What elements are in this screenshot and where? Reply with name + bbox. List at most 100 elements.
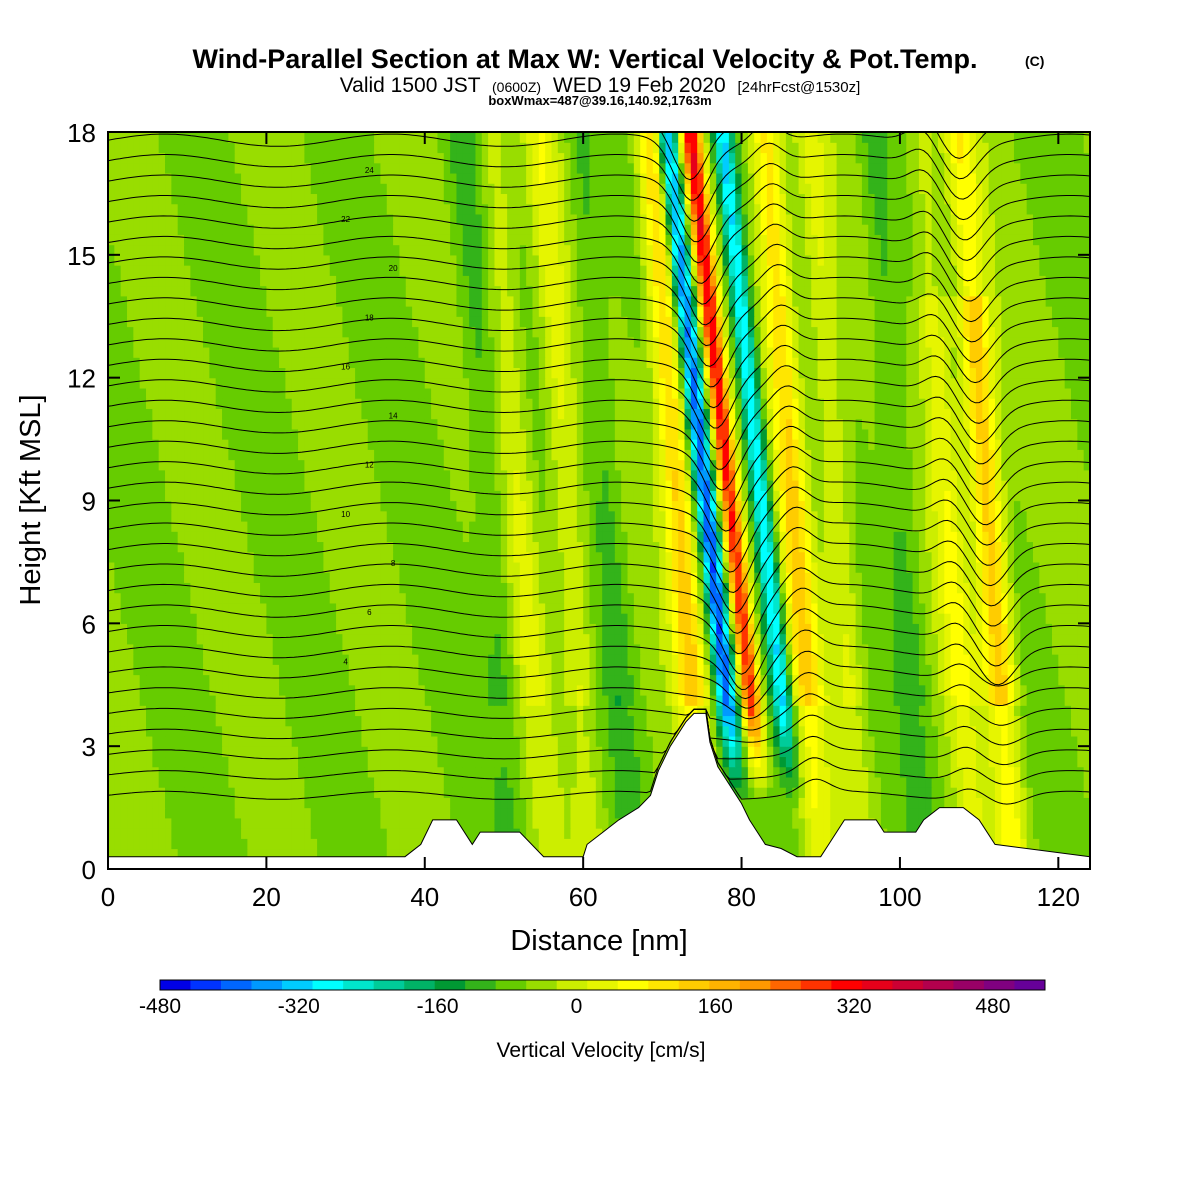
velocity-cell — [114, 643, 122, 655]
velocity-cell — [450, 725, 458, 737]
velocity-cell — [1070, 684, 1078, 696]
velocity-cell — [507, 654, 515, 665]
velocity-cell — [1077, 705, 1085, 717]
velocity-cell — [361, 613, 369, 624]
velocity-cell — [513, 797, 521, 809]
velocity-cell — [367, 848, 375, 860]
velocity-cell — [836, 735, 844, 747]
velocity-cell — [494, 572, 502, 583]
velocity-cell — [785, 725, 793, 737]
velocity-cell — [241, 602, 248, 614]
velocity-cell — [443, 613, 451, 624]
velocity-cell — [760, 817, 768, 829]
velocity-cell — [621, 572, 629, 583]
velocity-cell — [595, 787, 603, 798]
velocity-cell — [956, 756, 964, 768]
velocity-cell — [595, 633, 603, 645]
velocity-cell — [1007, 725, 1015, 737]
velocity-cell — [348, 797, 356, 809]
velocity-cell — [1013, 694, 1021, 706]
velocity-cell — [405, 551, 413, 563]
velocity-cell — [209, 766, 217, 778]
velocity-cell — [798, 838, 806, 850]
velocity-cell — [108, 756, 115, 768]
velocity-cell — [855, 633, 863, 645]
velocity-cell — [747, 674, 755, 686]
velocity-cell — [538, 541, 546, 553]
velocity-cell — [241, 735, 248, 747]
velocity-cell — [133, 807, 141, 819]
velocity-cell — [184, 541, 191, 553]
velocity-cell — [937, 776, 945, 788]
velocity-cell — [817, 674, 825, 686]
velocity-cell — [773, 705, 781, 717]
velocity-cell — [570, 787, 578, 798]
velocity-cell — [348, 633, 356, 645]
velocity-cell — [222, 838, 229, 850]
velocity-cell — [507, 715, 515, 727]
velocity-cell — [526, 572, 534, 583]
velocity-cell — [842, 592, 850, 604]
velocity-cell — [165, 828, 172, 839]
velocity-cell — [279, 807, 286, 819]
velocity-cell — [405, 746, 413, 758]
velocity-cell — [494, 694, 502, 706]
velocity-cell — [469, 664, 477, 676]
velocity-cell — [982, 572, 990, 583]
velocity-cell — [215, 776, 223, 788]
velocity-cell — [602, 807, 610, 819]
velocity-cell — [253, 776, 261, 788]
velocity-cell — [735, 694, 743, 706]
velocity-cell — [437, 654, 445, 665]
velocity-cell — [944, 725, 952, 737]
velocity-cell — [963, 633, 971, 645]
velocity-cell — [348, 766, 356, 778]
velocity-cell — [798, 674, 806, 686]
velocity-cell — [640, 746, 648, 758]
velocity-cell — [367, 705, 375, 717]
velocity-cell — [228, 643, 236, 655]
velocity-cell — [336, 756, 344, 768]
velocity-cell — [728, 735, 736, 747]
velocity-cell — [361, 654, 369, 665]
velocity-cell — [279, 551, 286, 563]
velocity-cell — [735, 643, 743, 655]
velocity-cell — [532, 633, 540, 645]
velocity-cell — [918, 776, 926, 788]
velocity-cell — [513, 684, 521, 696]
velocity-cell — [855, 582, 863, 594]
velocity-cell — [171, 633, 179, 645]
velocity-cell — [602, 684, 610, 696]
velocity-cell — [1077, 582, 1085, 594]
velocity-cell — [317, 838, 325, 850]
velocity-cell — [956, 633, 964, 645]
velocity-cell — [918, 654, 926, 665]
velocity-cell — [804, 633, 812, 645]
velocity-cell — [741, 582, 749, 594]
velocity-cell — [589, 807, 597, 819]
velocity-cell — [716, 643, 724, 655]
velocity-cell — [367, 756, 375, 768]
velocity-cell — [171, 541, 179, 553]
velocity-cell — [108, 582, 115, 594]
velocity-cell — [1083, 582, 1090, 594]
velocity-cell — [253, 756, 261, 768]
velocity-cell — [158, 787, 166, 798]
velocity-cell — [260, 848, 267, 860]
velocity-cell — [222, 633, 229, 645]
velocity-cell — [551, 776, 559, 788]
velocity-cell — [906, 623, 914, 635]
velocity-cell — [405, 561, 413, 573]
velocity-cell — [925, 746, 933, 758]
velocity-cell — [906, 735, 914, 747]
velocity-cell — [228, 694, 236, 706]
velocity-cell — [152, 654, 160, 665]
velocity-cell — [456, 654, 464, 665]
velocity-cell — [918, 602, 926, 614]
velocity-cell — [405, 776, 413, 788]
velocity-cell — [443, 725, 451, 737]
velocity-cell — [374, 787, 382, 798]
velocity-cell — [298, 572, 305, 583]
velocity-cell — [975, 561, 983, 573]
velocity-cell — [646, 715, 654, 727]
